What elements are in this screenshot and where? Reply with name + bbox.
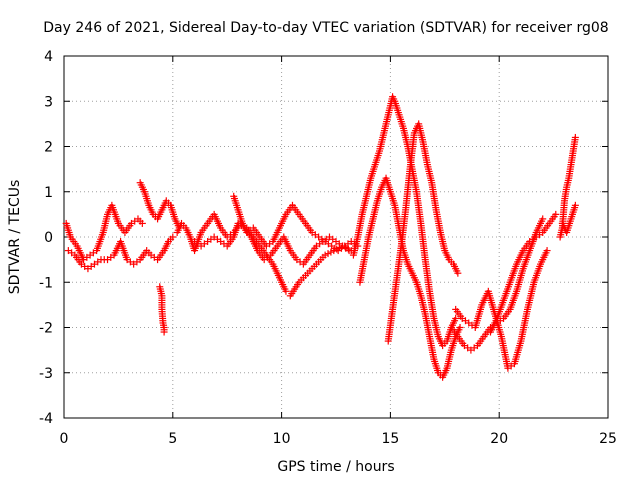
data-point <box>160 328 168 336</box>
data-points <box>62 93 579 381</box>
series-track-B <box>64 233 177 273</box>
series-track-end-2 <box>558 201 579 236</box>
series-drop-4.5 <box>156 283 168 336</box>
y-tick-label: 2 <box>44 140 53 156</box>
x-tick-label: 25 <box>599 431 617 447</box>
data-point <box>452 314 460 322</box>
x-tick-label: 5 <box>168 431 177 447</box>
data-point <box>539 215 547 223</box>
x-tick-labels: 0 5 10 15 20 25 <box>60 431 617 447</box>
data-point <box>552 210 560 218</box>
series-track-A <box>62 201 146 264</box>
y-tick-label: -2 <box>39 321 53 337</box>
y-tick-label: -3 <box>39 366 53 382</box>
series-storm-3 <box>384 120 462 345</box>
data-point <box>169 233 177 241</box>
y-axis-label: SDTVAR / TECUs <box>7 180 23 295</box>
data-point <box>571 133 579 141</box>
y-tick-label: -1 <box>39 275 53 291</box>
y-tick-label: 0 <box>44 230 53 246</box>
y-tick-label: 1 <box>44 185 53 201</box>
x-tick-label: 0 <box>60 431 69 447</box>
data-point <box>282 287 290 295</box>
data-point <box>454 269 462 277</box>
axis-ticks <box>63 55 609 419</box>
series-storm-2 <box>356 174 464 381</box>
series-recovery-3 <box>486 210 560 336</box>
x-axis-label: GPS time / hours <box>277 459 394 475</box>
data-point <box>456 324 464 331</box>
series-recovery-2 <box>452 247 551 372</box>
y-tick-label: -4 <box>39 411 53 427</box>
data-point <box>571 201 579 209</box>
y-tick-label: 3 <box>44 94 53 110</box>
y-tick-label: 4 <box>44 49 53 65</box>
series-recovery-1 <box>447 215 547 354</box>
chart-title: Day 246 of 2021, Sidereal Day-to-day VTE… <box>43 20 608 36</box>
data-point <box>543 247 551 255</box>
x-tick-label: 15 <box>381 431 399 447</box>
grid <box>64 56 608 418</box>
series-track-G <box>286 242 355 300</box>
data-point <box>138 219 146 227</box>
x-tick-label: 20 <box>490 431 508 447</box>
x-tick-label: 10 <box>273 431 291 447</box>
series-track-F <box>230 192 362 255</box>
y-tick-labels: -4 -3 -2 -1 0 1 2 3 4 <box>39 49 53 427</box>
